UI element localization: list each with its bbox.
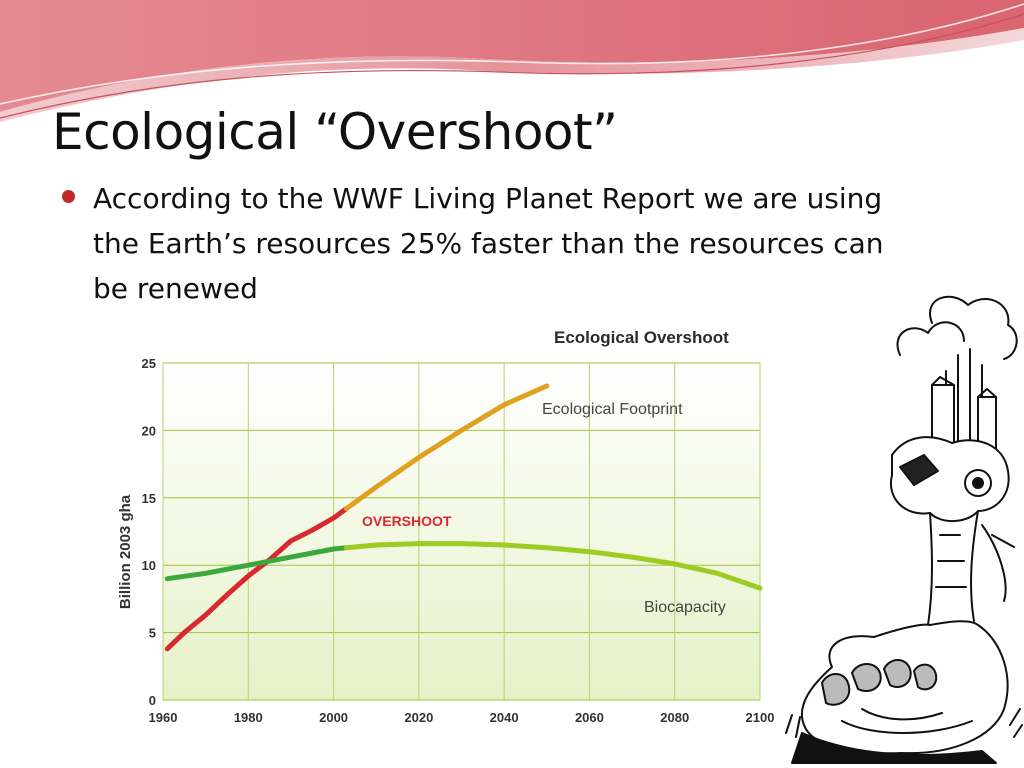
y-tick-label: 0 [149,693,156,708]
series-line-biocapacity-historic [164,545,349,582]
x-tick-label: 2080 [660,710,689,725]
x-axis-ticks: 1960 1980 2000 2020 2040 2060 2080 2100 [149,710,775,725]
bullet-marker [62,190,75,203]
bullet-list: According to the WWF Living Planet Repor… [62,176,892,311]
x-tick-label: 1980 [234,710,263,725]
x-tick-label: 2020 [404,710,433,725]
series-line-ecological-footprint-projected [343,383,550,512]
y-tick-label: 25 [142,356,156,371]
chart-title: Ecological Overshoot [554,328,729,347]
y-tick-label: 10 [142,558,156,573]
series-label-ecological-footprint: Ecological Footprint [542,401,683,418]
y-axis-ticks: 0 5 10 15 20 25 [142,356,156,708]
slide-title: Ecological “Overshoot” [52,103,618,161]
y-tick-label: 20 [142,423,156,438]
header-swoosh-decoration [0,0,1024,122]
series-label-biocapacity: Biocapacity [644,599,726,616]
bullet-text: According to the WWF Living Planet Repor… [93,182,884,305]
overshoot-annotation: OVERSHOOT [362,513,452,529]
x-tick-label: 2100 [746,710,775,725]
plot-area [162,362,761,701]
series-line-biocapacity-projected [343,541,763,591]
y-axis-label: Billion 2003 gha [117,494,134,609]
giant-foot-illustration [785,295,1023,764]
series-line-ecological-footprint-historic [164,506,349,652]
y-tick-label: 15 [142,491,156,506]
x-tick-label: 2000 [319,710,348,725]
chart-series [164,383,763,652]
y-tick-label: 5 [149,626,156,641]
ecological-overshoot-chart: 0 5 10 15 20 25 1960 1980 2000 2020 2040 2060 2080 2… [117,356,775,725]
chart-labels: Billion 2003 gha Ecological Footprint Bi… [117,401,726,616]
x-tick-label: 2060 [575,710,604,725]
x-tick-label: 1960 [149,710,178,725]
x-tick-label: 2040 [490,710,519,725]
